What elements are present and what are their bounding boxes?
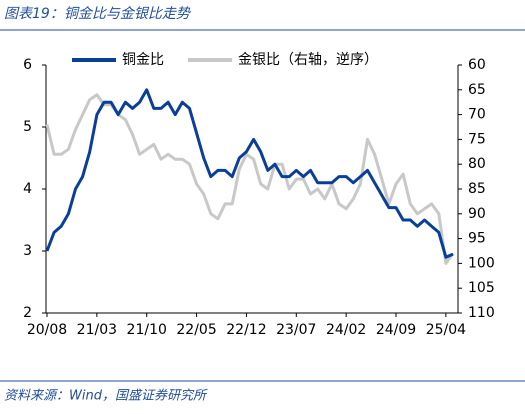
x-tick-label: 21/03	[77, 322, 117, 338]
x-tick-label: 23/07	[276, 322, 316, 338]
y2-tick-label: 75	[468, 131, 486, 147]
x-tick-label: 20/08	[27, 322, 67, 338]
x-tick-label: 21/10	[127, 322, 167, 338]
y-tick-label: 4	[23, 181, 32, 197]
legend-label: 铜金比	[122, 52, 164, 68]
y-tick-label: 5	[23, 119, 32, 135]
y2-tick-label: 105	[468, 280, 495, 296]
y2-tick-label: 110	[468, 305, 495, 321]
y-tick-label: 6	[23, 57, 32, 73]
x-tick-label: 24/09	[376, 322, 416, 338]
y2-tick-label: 90	[468, 206, 486, 222]
y-tick-label: 3	[23, 243, 32, 259]
y2-tick-label: 65	[468, 82, 486, 98]
x-tick-label: 22/12	[226, 322, 266, 338]
y2-tick-label: 85	[468, 181, 486, 197]
y2-tick-label: 70	[468, 107, 486, 123]
x-tick-label: 24/02	[326, 322, 366, 338]
y2-tick-label: 95	[468, 231, 486, 247]
y2-tick-label: 80	[468, 156, 486, 172]
y-tick-label: 2	[23, 305, 32, 321]
chart-title: 图表19：铜金比与金银比走势	[4, 6, 192, 22]
y2-tick-label: 60	[468, 57, 486, 73]
series-line	[45, 93, 455, 265]
x-tick-label: 22/05	[176, 322, 216, 338]
series-line	[45, 88, 454, 259]
source: 资料来源：Wind，国盛证券研究所	[4, 388, 208, 404]
y2-tick-label: 100	[468, 255, 495, 271]
legend-label: 金银比（右轴，逆序）	[238, 52, 378, 68]
x-tick-label: 25/04	[426, 322, 466, 338]
